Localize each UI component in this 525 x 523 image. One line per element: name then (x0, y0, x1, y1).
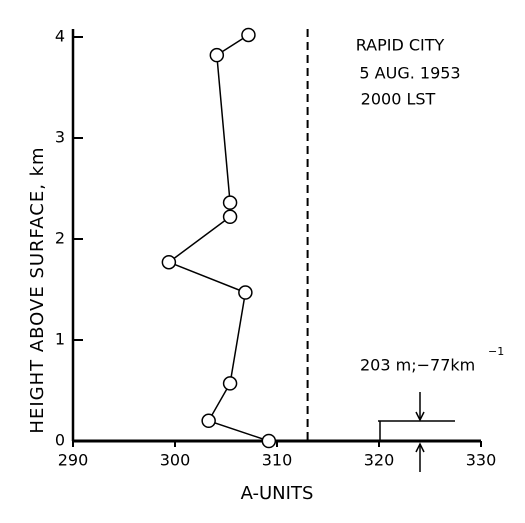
x-tick-label: 330 (466, 451, 497, 470)
y-axis-label: HEIGHT ABOVE SURFACE, km (27, 146, 48, 433)
x-tick-label: 310 (262, 451, 293, 470)
marker-bracket (378, 392, 455, 472)
x-tick-label: 320 (364, 451, 395, 470)
x-tick-label: 290 (58, 451, 89, 470)
y-tick-label: 0 (55, 431, 65, 450)
point (209, 47, 225, 63)
y-tick-label: 4 (55, 27, 65, 46)
annotation: 2000 LST (361, 90, 436, 109)
x-axis-label: A-UNITS (241, 483, 314, 504)
point (222, 195, 238, 210)
y-tick-label: 3 (55, 128, 65, 147)
point (201, 413, 216, 429)
annotation: 5 AUG. 1953 (359, 64, 460, 83)
point (238, 285, 253, 300)
marker-label-sup: −1 (488, 345, 504, 358)
line (167, 34, 270, 442)
y-tick-label: 1 (55, 330, 65, 349)
point (161, 254, 177, 270)
marker-label: 203 m;−77km (360, 356, 475, 375)
y-tick-label: 2 (55, 229, 65, 248)
point (241, 27, 256, 43)
annotation: RAPID CITY (356, 36, 445, 55)
point (222, 376, 238, 391)
point (222, 209, 238, 225)
x-tick-label: 300 (160, 451, 191, 470)
point (261, 433, 277, 449)
